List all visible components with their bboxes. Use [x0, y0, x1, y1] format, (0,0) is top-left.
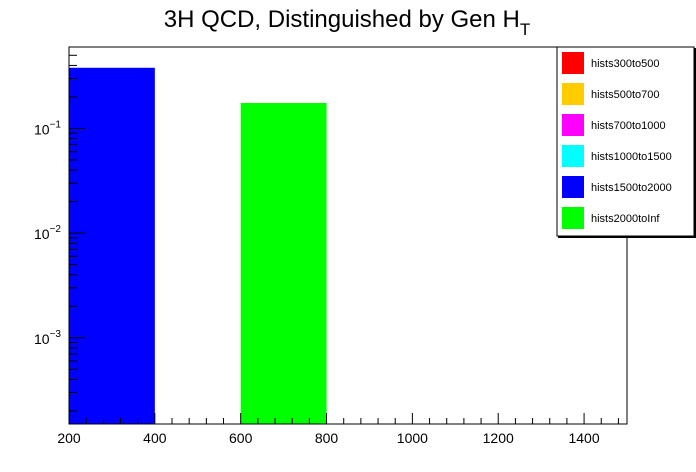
chart-title-subscript: T — [520, 20, 530, 39]
legend-swatch-hists1000to1500 — [562, 145, 584, 167]
legend-label-hists1500to2000: hists1500to2000 — [591, 182, 672, 194]
x-tick-label: 400 — [143, 430, 167, 446]
legend: hists300to500 hists500to700 hists700to1000… — [556, 46, 696, 238]
legend-swatch-hists500to700 — [562, 83, 584, 105]
y-tick-label: 10−2 — [34, 224, 61, 242]
legend-swatch-hists2000toInf — [562, 207, 584, 229]
legend-label-hists500to700: hists500to700 — [591, 89, 660, 101]
legend-box — [556, 46, 695, 237]
x-tick-label: 200 — [57, 430, 81, 446]
y-tick-label: 10−1 — [34, 119, 61, 137]
bar-hists1500to2000 — [69, 67, 155, 424]
bars-layer — [69, 67, 327, 424]
bar-hists2000toInf — [240, 103, 327, 424]
legend-swatch-hists300to500 — [562, 52, 584, 74]
legend-label-hists2000toInf: hists2000toInf — [591, 213, 660, 225]
legend-swatch-hists700to1000 — [562, 114, 584, 136]
chart-title: 3H QCD, Distinguished by Gen HT — [164, 6, 531, 39]
x-tick-label: 800 — [315, 430, 339, 446]
x-tick-label: 1400 — [568, 430, 599, 446]
x-tick-label: 1000 — [397, 430, 428, 446]
legend-label-hists700to1000: hists700to1000 — [591, 120, 666, 132]
legend-swatch-hists1500to2000 — [562, 176, 584, 198]
chart-title-main: 3H QCD, Distinguished by Gen H — [164, 6, 520, 33]
y-tick-label: 10−3 — [34, 329, 61, 347]
axes-layer: 200 400 600 800 1000 1200 1400 10−1 10−2 10−3 — [34, 54, 619, 446]
x-tick-label: 600 — [229, 430, 253, 446]
legend-label-hists1000to1500: hists1000to1500 — [591, 151, 672, 163]
legend-label-hists300to500: hists300to500 — [591, 58, 660, 70]
x-tick-label: 1200 — [483, 430, 514, 446]
